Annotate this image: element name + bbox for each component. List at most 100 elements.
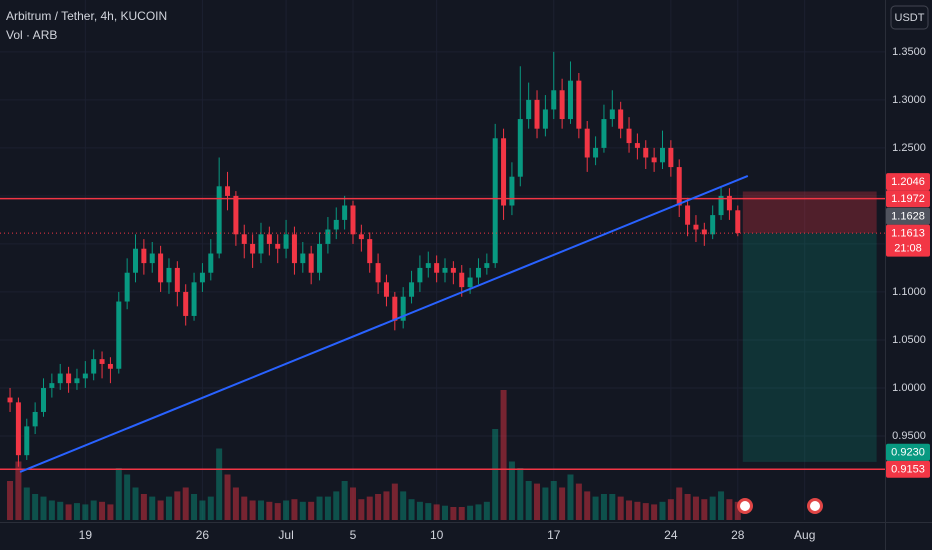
candle-body: [133, 248, 139, 273]
candle-body: [24, 426, 30, 456]
target-zone: [742, 233, 877, 462]
volume-bar: [375, 494, 382, 520]
candle-body: [82, 373, 88, 379]
volume-bar: [416, 501, 423, 520]
candle-body: [15, 402, 21, 456]
price-label: 1.1972: [891, 193, 925, 205]
price-label-box: [886, 224, 930, 257]
price-label: 1.1613: [891, 227, 925, 239]
candle-body: [342, 205, 348, 220]
y-tick-label: 1.3500: [892, 46, 926, 58]
volume-bar: [358, 499, 365, 520]
candle-body: [693, 224, 699, 230]
candle-body: [275, 243, 281, 249]
candle-body: [509, 176, 515, 206]
candle-body: [32, 411, 38, 427]
event-icon[interactable]: [737, 498, 753, 514]
candle-body: [367, 239, 373, 264]
volume-bar: [617, 496, 624, 520]
volume-label: Vol · ARB: [6, 28, 57, 42]
candle-body: [49, 383, 55, 388]
x-tick-label: Aug: [794, 528, 815, 542]
volume-bar: [232, 487, 239, 520]
volume-bar: [718, 491, 725, 520]
candle-body: [501, 138, 507, 206]
price-label-box: [886, 207, 930, 225]
x-tick-label: 17: [547, 528, 561, 542]
y-tick-label: 1.0000: [892, 382, 926, 394]
plot: [0, 0, 885, 520]
candle-body: [141, 248, 147, 264]
currency-button[interactable]: [890, 5, 929, 30]
volume-bar: [15, 461, 22, 520]
candle-body: [475, 267, 481, 278]
candle-body: [726, 195, 732, 211]
candle-body: [116, 301, 122, 369]
event-icon[interactable]: [807, 498, 823, 514]
candle-body: [442, 267, 448, 273]
volume-bar: [140, 494, 147, 520]
price-label-box: [886, 443, 930, 461]
volume-bar: [274, 503, 281, 520]
volume-bar: [425, 503, 432, 520]
candle-body: [166, 267, 172, 283]
candle-body: [484, 263, 490, 268]
volume-bar: [366, 496, 373, 520]
candle-body: [74, 378, 80, 384]
candle-body: [317, 243, 323, 273]
volume-bar: [23, 487, 30, 520]
candle-body: [40, 387, 46, 412]
y-tick-label: 1.3000: [892, 94, 926, 106]
candle-body: [258, 234, 264, 254]
volume-bar: [542, 487, 549, 520]
price-label: 1.1628: [891, 210, 925, 222]
candle-body: [450, 267, 456, 273]
volume-bar: [182, 487, 189, 520]
y-tick-label: 1.1000: [892, 286, 926, 298]
volume-bar: [575, 483, 582, 520]
x-tick-label: 28: [731, 528, 745, 542]
candle-body: [618, 109, 624, 129]
chart-title: Arbitrum / Tether, 4h, KUCOIN: [6, 9, 167, 23]
candle-body: [542, 109, 548, 129]
volume-bar: [592, 496, 599, 520]
volume-bar: [517, 468, 524, 520]
candle-body: [233, 195, 239, 235]
volume-bar: [73, 503, 80, 520]
volume-bar: [132, 487, 139, 520]
volume-bar: [692, 496, 699, 520]
volume-bar: [709, 496, 716, 520]
currency[interactable]: USDT: [895, 12, 925, 24]
volume-bar: [224, 474, 231, 520]
candle-body: [7, 397, 13, 403]
candle-body: [710, 215, 716, 235]
volume-bar: [726, 499, 733, 520]
volume-bar: [191, 494, 198, 520]
candle-body: [718, 195, 724, 216]
candle-body: [241, 234, 247, 244]
volume-bar: [734, 501, 741, 520]
volume-bar: [609, 494, 616, 520]
volume-bar: [667, 499, 674, 520]
candle-body: [375, 263, 381, 283]
candle-body: [191, 282, 197, 316]
event-icon: [810, 501, 820, 511]
candle-body: [467, 277, 473, 288]
candle-body: [174, 267, 180, 292]
volume-bar: [492, 429, 499, 520]
volume-bar: [467, 505, 474, 520]
volume-bar: [534, 483, 541, 520]
volume-bar: [567, 474, 574, 520]
candle-body: [158, 253, 164, 283]
y-tick-label: 1.0500: [892, 334, 926, 346]
candle-body: [584, 128, 590, 158]
volume-bar: [442, 505, 449, 520]
volume-bar: [642, 503, 649, 520]
volume-bar: [7, 481, 14, 520]
volume-bar: [550, 481, 557, 520]
volume-bar: [174, 491, 181, 520]
x-tick-label: 5: [350, 528, 357, 542]
volume-bar: [341, 481, 348, 520]
volume-bar: [701, 499, 708, 520]
candle-body: [517, 119, 523, 177]
